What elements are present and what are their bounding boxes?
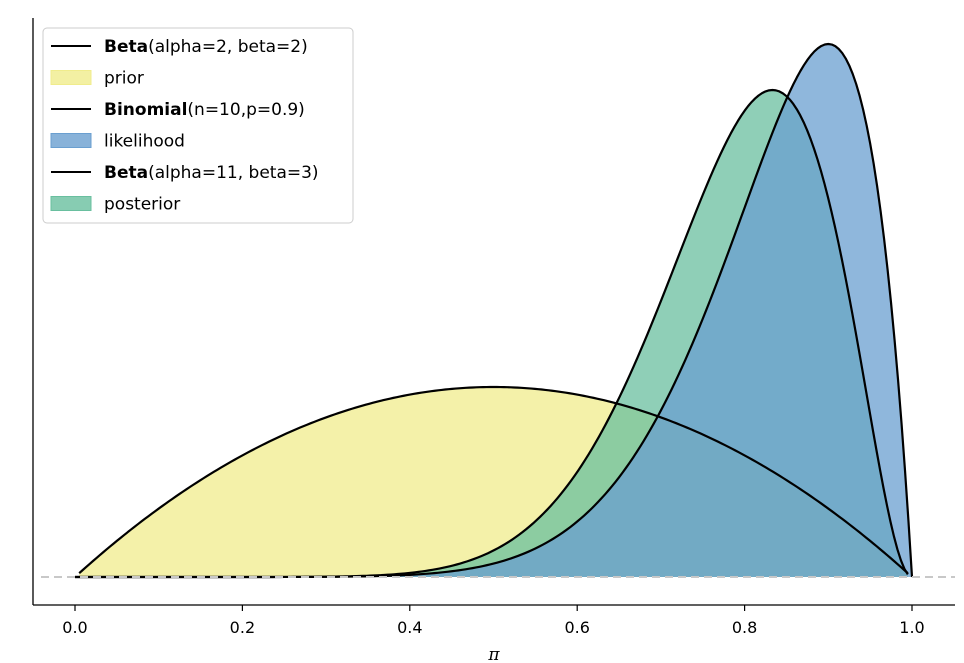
- legend-distribution-params: (n=10,p=0.9): [187, 100, 304, 120]
- axes: [32, 18, 955, 606]
- legend-entry-label: posterior: [104, 195, 180, 215]
- x-tick-label: 0.4: [397, 618, 422, 637]
- x-axis-label: π: [487, 645, 500, 663]
- legend-entry-label: Binomial(n=10,p=0.9): [104, 100, 305, 120]
- legend-entry-label: Beta(alpha=11, beta=3): [104, 163, 319, 183]
- legend-entry-label: prior: [104, 69, 144, 89]
- legend-distribution-name: Binomial: [104, 100, 187, 120]
- legend-distribution-params: (alpha=11, beta=3): [148, 163, 318, 183]
- x-tick-label: 0.2: [230, 618, 255, 637]
- x-ticks: 0.0 0.2 0.4 0.6 0.8 1.0: [62, 605, 925, 637]
- legend-distribution-name: Beta: [104, 163, 148, 183]
- likelihood-area: [75, 44, 912, 577]
- x-tick-label: 1.0: [899, 618, 924, 637]
- legend-patch-swatch: [50, 70, 92, 85]
- x-tick-label: 0.6: [564, 618, 589, 637]
- legend-box: [42, 27, 354, 224]
- x-tick-label: 0.0: [62, 618, 87, 637]
- legend-patch-swatch: [50, 196, 92, 211]
- legend-entry-label: likelihood: [104, 132, 185, 152]
- legend-distribution-name: Beta: [104, 37, 148, 57]
- x-tick-label: 0.8: [732, 618, 757, 637]
- legend-distribution-params: (alpha=2, beta=2): [148, 37, 308, 57]
- legend-patch-swatch: [50, 133, 92, 148]
- prior-curve: [78, 385, 909, 575]
- legend-entry-label: Beta(alpha=2, beta=2): [104, 37, 308, 57]
- legend: Beta(alpha=2, beta=2)priorBinomial(n=10,…: [42, 27, 354, 224]
